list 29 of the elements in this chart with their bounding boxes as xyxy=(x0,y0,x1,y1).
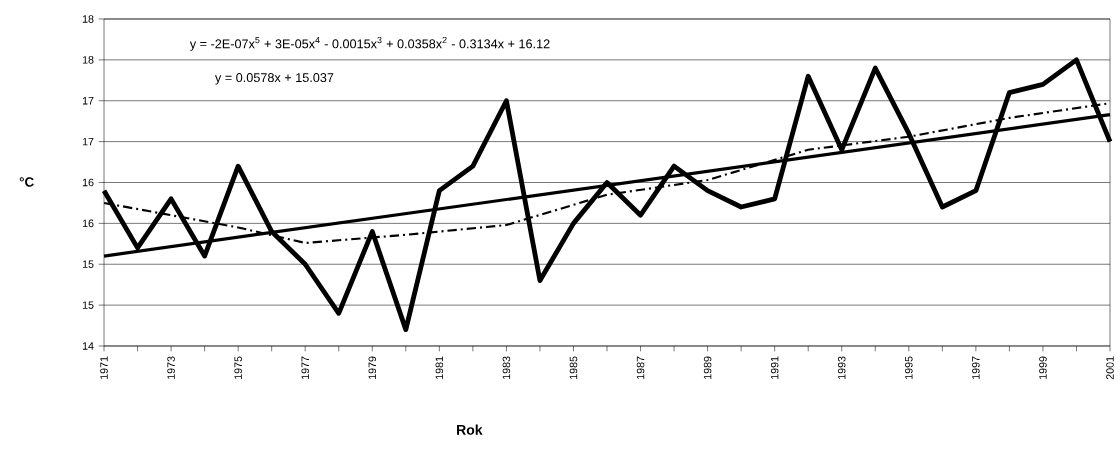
x-tick-label: 2001 xyxy=(1106,356,1114,380)
x-tick-label: 1993 xyxy=(837,356,846,379)
y-tick-label: 16 xyxy=(82,178,94,187)
x-tick-label: 1991 xyxy=(770,356,779,379)
y-tick-label: 17 xyxy=(82,137,94,146)
y-tick-label: 17 xyxy=(82,97,94,105)
x-tick-label: 1999 xyxy=(1039,356,1047,379)
x-tick-label: 1995 xyxy=(905,356,913,379)
y-tick-label: 18 xyxy=(82,15,94,23)
y-axis-title: °C xyxy=(19,177,34,187)
x-tick-label: 1985 xyxy=(569,356,578,379)
y-tick-label: 15 xyxy=(82,301,94,309)
x-tick-label: 1979 xyxy=(368,356,377,379)
y-tick-label: 18 xyxy=(82,56,94,64)
x-tick-label: 1975 xyxy=(234,356,242,379)
x-tick-label: 1987 xyxy=(636,356,645,379)
x-axis-title: Rok xyxy=(457,424,483,435)
x-tick-label: 1973 xyxy=(167,356,175,379)
y-tick-label: 15 xyxy=(82,260,94,268)
x-tick-label: 1997 xyxy=(972,356,980,379)
text: y = -2E-07x$^{5}$ + 3E-05x$^{4}$ - 0.0015x$^{3}$ + 0.0358x$^{2}$ - 0.3134x + 16.12 xyxy=(189,36,550,51)
y-tick-label: 14 xyxy=(82,342,94,350)
x-tick-label: 1981 xyxy=(435,356,444,379)
y-tick-label: 16 xyxy=(82,219,94,228)
x-tick-label: 1989 xyxy=(703,356,712,379)
annotation: y = 0.0578x + 15.037 xyxy=(214,73,334,85)
x-tick-label: 1977 xyxy=(301,356,309,379)
x-tick-label: 1983 xyxy=(502,356,511,379)
x-tick-label: 1971 xyxy=(100,356,108,379)
